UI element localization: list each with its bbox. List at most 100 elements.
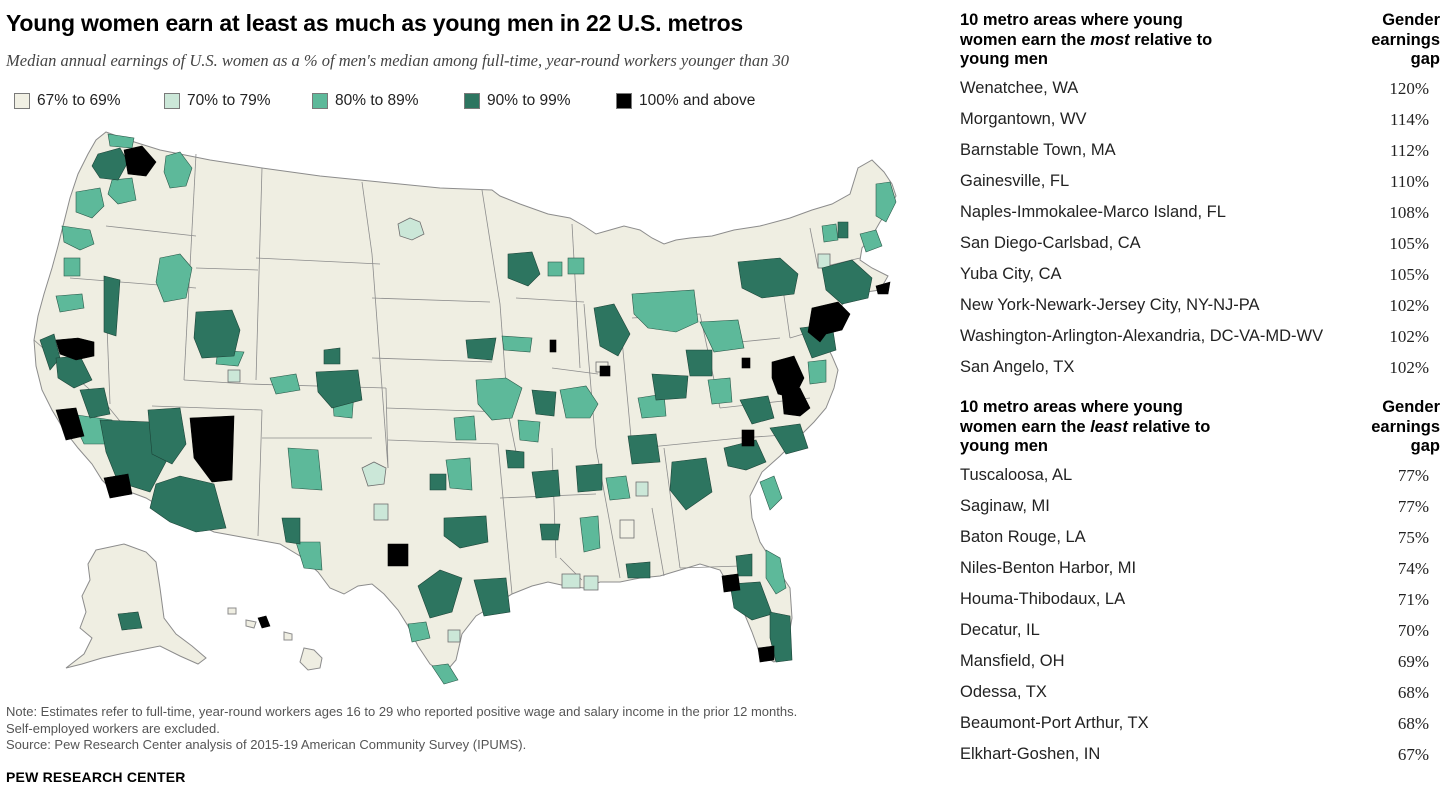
metro-name: Morgantown, WV [960,110,1087,128]
metro-area [735,553,753,577]
metro-name: Baton Rouge, LA [960,528,1086,546]
metro-area [501,335,533,353]
gap-value: 68% [1397,683,1429,702]
metro-area [193,309,241,359]
metro-area [447,629,461,643]
gap-value: 102% [1389,296,1429,315]
metros-100-plus [55,145,891,663]
metro-area [61,225,95,251]
metro-area [561,573,581,589]
chart-title: Young women earn at least as much as you… [6,10,744,36]
metro-area [729,581,773,621]
metro-name: Tuscaloosa, AL [960,466,1073,484]
metro-area [625,561,651,579]
least-panel-heading: 10 metro areas where young women earn th… [960,398,1211,455]
metro-area [361,461,387,487]
gap-value: 68% [1397,714,1429,733]
metro-name: Niles-Benton Harbor, MI [960,559,1137,577]
metro-area [707,377,733,405]
metro-area [505,449,525,469]
legend-swatch [312,93,328,109]
gap-value: 77% [1397,497,1429,516]
metro-area [875,181,897,223]
gap-value: 69% [1397,652,1429,671]
metro-area [155,253,193,303]
table-row: Yuba City, CA 105% [960,257,1440,288]
source-line: Source: Pew Research Center analysis of … [6,737,527,752]
metro-area [619,519,635,539]
table-row: San Diego-Carlsbad, CA 105% [960,226,1440,257]
legend-swatch [464,93,480,109]
legend-label: 100% and above [639,92,756,109]
metro-area [781,387,811,417]
metro-area [75,187,105,219]
metro-area [323,347,341,365]
hawaii-island [299,647,323,671]
metro-area-barnstable [875,281,891,295]
metro-name: Decatur, IL [960,621,1040,639]
metro-name: Naples-Immokalee-Marco Island, FL [960,203,1226,221]
table-row: Baton Rouge, LA 75% [960,520,1440,551]
table-row: Naples-Immokalee-Marco Island, FL 108% [960,195,1440,226]
metro-area [281,517,301,545]
metro-name: Washington-Arlington-Alexandria, DC-VA-M… [960,327,1324,345]
metro-name: Odessa, TX [960,683,1047,701]
gap-value: 108% [1389,203,1429,222]
metro-area [741,429,755,447]
legend-swatch [14,93,30,109]
metro-area [189,415,235,483]
gap-value: 112% [1389,141,1429,160]
table-row: Barnstable Town, MA 112% [960,133,1440,164]
metro-area [269,373,301,395]
chart-note: Note: Estimates refer to full-time, year… [6,704,936,754]
legend-item-70-79: 70% to 79% [164,92,271,110]
metro-area [769,423,809,455]
metro-area [55,293,85,313]
legend-label: 90% to 99% [487,92,571,109]
table-row: San Angelo, TX 102% [960,350,1440,381]
metro-area-naples [757,645,775,663]
metro-area [531,389,557,417]
metro-area [859,229,883,253]
metro-area [567,257,585,275]
gap-value: 102% [1389,327,1429,346]
legend-item-67-69: 67% to 69% [14,92,121,110]
metro-area [583,575,599,591]
table-row: Saginaw, MI 77% [960,489,1440,520]
metro-name: Yuba City, CA [960,265,1062,283]
metro-area [103,275,121,337]
least-panel: 10 metro areas where young women earn th… [960,398,1440,768]
most-panel-heading: 10 metro areas where young women earn th… [960,11,1213,68]
legend-label: 67% to 69% [37,92,121,109]
legend-label: 70% to 79% [187,92,271,109]
metro-area-gainesville [721,573,741,593]
gap-value: 74% [1397,559,1429,578]
least-panel-column-heading: Gender earnings gap [1371,398,1440,455]
metro-area [443,515,489,549]
metro-area [627,433,661,465]
metro-area [107,177,137,205]
metro-area [417,569,463,619]
table-row: Wenatchee, WA 120% [960,71,1440,102]
metro-area [147,407,187,465]
legend-label: 80% to 89% [335,92,419,109]
table-row: Tuscaloosa, AL 77% [960,458,1440,489]
most-panel-header: 10 metro areas where young women earn th… [960,11,1440,71]
table-row: Gainesville, FL 110% [960,164,1440,195]
metro-area [91,147,129,181]
metro-area [769,611,793,663]
legend-swatch [164,93,180,109]
legend-item-80-89: 80% to 89% [312,92,419,110]
most-panel-column-heading: Gender earnings gap [1371,11,1440,68]
gap-value: 114% [1389,110,1429,129]
metro-area [373,503,389,521]
gap-value: 105% [1389,234,1429,253]
table-row: Beaumont-Port Arthur, TX 68% [960,706,1440,737]
table-row: Niles-Benton Harbor, MI 74% [960,551,1440,582]
metro-area [739,395,775,425]
metro-area [685,349,713,377]
metro-area-yuba-city [55,337,95,361]
metro-area [431,663,459,685]
metro-area-wenatchee [123,145,157,177]
metro-area-san-angelo [387,543,409,567]
